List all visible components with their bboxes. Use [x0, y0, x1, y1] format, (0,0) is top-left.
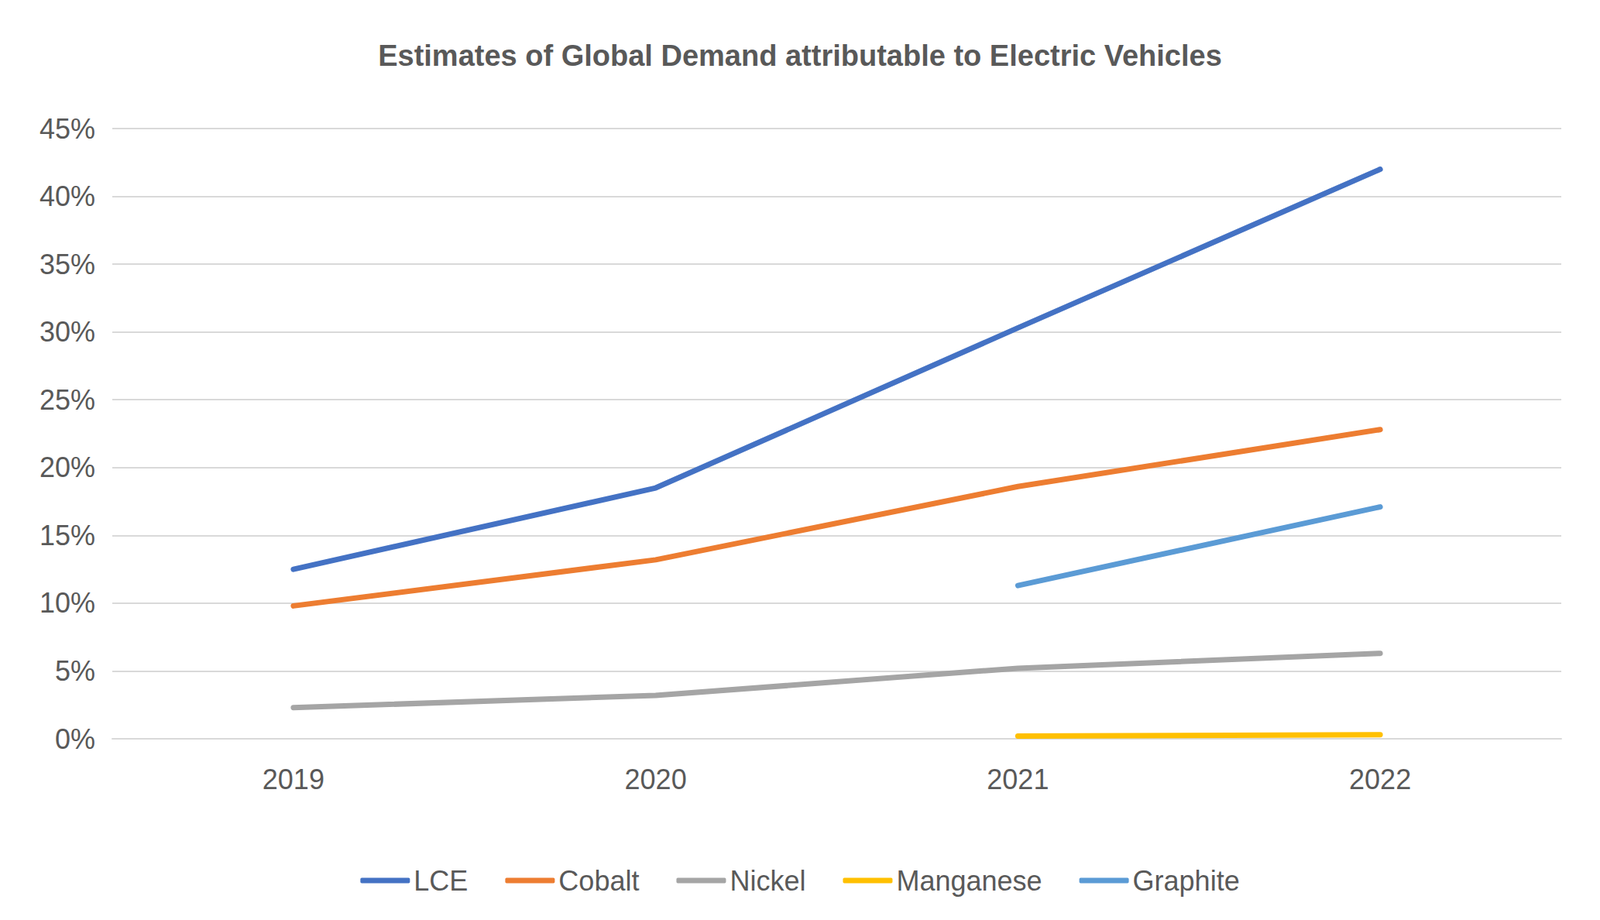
svg-text:Estimates of Global Demand att: Estimates of Global Demand attributable … [377, 39, 1223, 73]
svg-text:15%: 15% [39, 519, 96, 552]
svg-text:Manganese: Manganese [896, 865, 1042, 897]
svg-text:2022: 2022 [1349, 763, 1412, 796]
svg-text:Cobalt: Cobalt [558, 865, 639, 897]
svg-text:10%: 10% [39, 587, 96, 619]
svg-text:5%: 5% [54, 655, 96, 687]
svg-text:25%: 25% [39, 384, 96, 416]
svg-text:45%: 45% [39, 113, 96, 145]
svg-text:2019: 2019 [262, 763, 325, 796]
svg-text:0%: 0% [54, 723, 96, 756]
svg-text:Nickel: Nickel [729, 865, 806, 897]
svg-text:2021: 2021 [986, 763, 1049, 796]
svg-text:2020: 2020 [624, 763, 687, 796]
svg-text:20%: 20% [39, 451, 96, 484]
svg-text:40%: 40% [39, 180, 96, 213]
svg-text:35%: 35% [39, 248, 96, 281]
svg-text:LCE: LCE [413, 865, 468, 897]
svg-text:Graphite: Graphite [1133, 865, 1240, 897]
svg-text:30%: 30% [39, 315, 96, 348]
